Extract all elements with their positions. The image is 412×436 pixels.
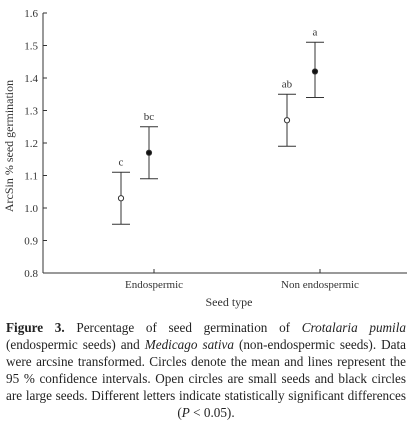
x-tick-label: Endospermic [125, 279, 183, 291]
y-tick-label: 0.9 [24, 236, 38, 248]
figure-caption: Figure 3. Percentage of seed germination… [6, 319, 406, 421]
significance-letter: bc [144, 111, 155, 123]
caption-text-1: Percentage of seed germination of [64, 320, 302, 335]
y-tick-label: 1.0 [24, 203, 38, 215]
y-axis-label: ArcSin % seed germination [2, 80, 16, 212]
significance-letter: a [313, 26, 318, 38]
mean-point-small-seed [283, 117, 291, 124]
caption-label: Figure 3. [6, 320, 65, 335]
y-tick-label: 1.3 [24, 106, 38, 118]
x-tick-label: Non endospermic [281, 279, 359, 291]
error-bar-group: bc [140, 111, 158, 180]
y-tick-label: 1.5 [24, 41, 38, 53]
mean-point-small-seed [117, 195, 125, 202]
error-bar-group: a [306, 26, 324, 98]
mean-point-large-seed [145, 149, 153, 156]
y-tick-label: 1.4 [24, 73, 38, 85]
y-tick-label: 1.2 [24, 138, 38, 150]
caption-p-symbol: P [181, 405, 190, 420]
caption-text-4: < 0.05). [189, 405, 235, 420]
chart: 0.8 0.9 1.0 1.1 1.2 1.3 1.4 1.5 1.6 Endospermic N… [2, 8, 407, 309]
axes [42, 13, 407, 274]
caption-species-2: Medicago sativa [144, 337, 234, 352]
significance-letter: ab [282, 78, 293, 90]
y-tick-label: 1.6 [24, 8, 38, 20]
caption-species-1: Crotalaria pumila [301, 320, 406, 335]
error-bar-group: c [112, 156, 130, 225]
caption-text-2: (endospermic seeds) and [6, 337, 145, 352]
y-tick-label: 0.8 [24, 268, 38, 280]
error-bar-group: ab [278, 78, 296, 147]
y-ticks: 0.8 0.9 1.0 1.1 1.2 1.3 1.4 1.5 1.6 [24, 8, 47, 280]
data-marks: c bc ab a [112, 26, 324, 225]
x-axis-label: Seed type [206, 295, 253, 309]
x-ticks: Endospermic Non endospermic [125, 269, 359, 291]
significance-letter: c [119, 156, 124, 168]
mean-point-large-seed [311, 68, 319, 75]
y-tick-label: 1.1 [24, 171, 38, 183]
caption-text-3: (non-endospermic seeds). Data were arcsi… [6, 337, 406, 420]
